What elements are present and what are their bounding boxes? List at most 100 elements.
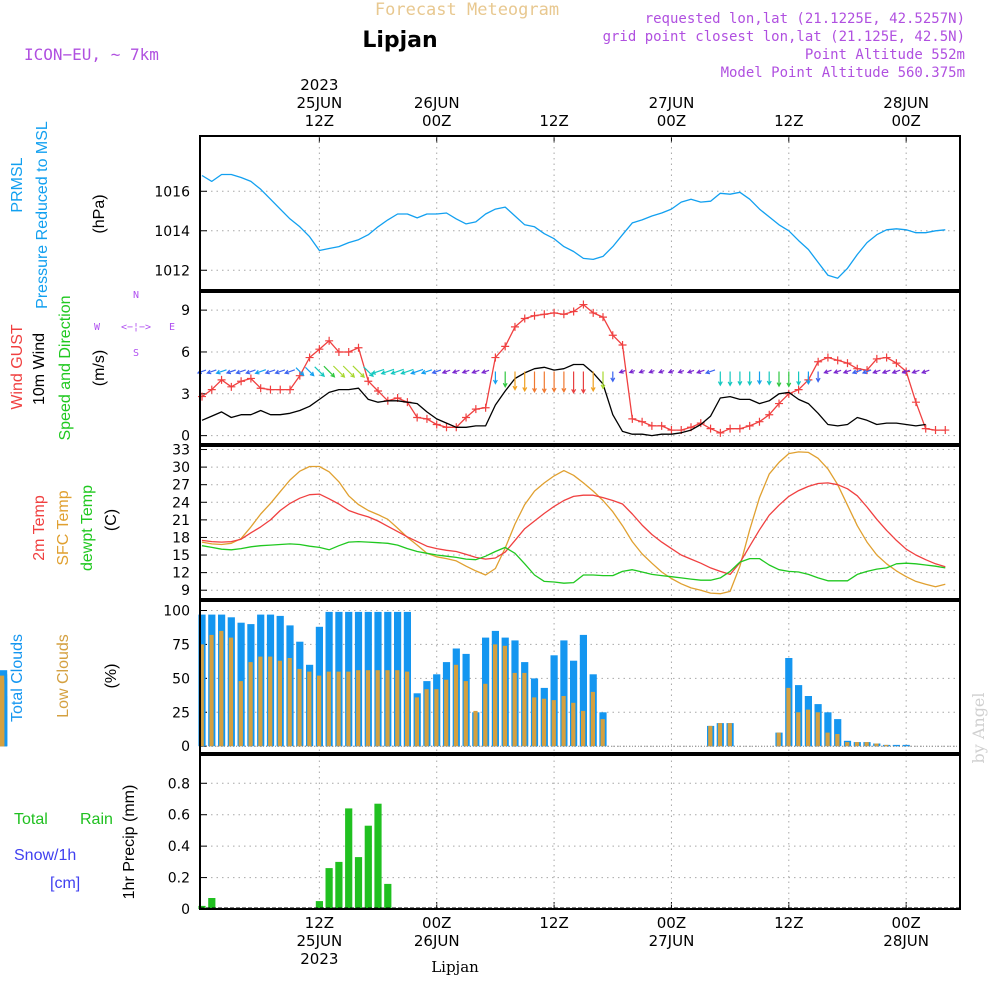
t2m-line: [201, 482, 946, 576]
precip-axis-label: 1hr Precip (mm): [121, 785, 138, 900]
wind-direction-arrow: [911, 369, 920, 374]
wind-direction-arrow: [823, 369, 832, 374]
wind-direction-arrow: [628, 368, 636, 374]
low-clouds-bar: [845, 742, 850, 747]
wind-direction-arrow: [532, 371, 537, 394]
low-clouds-bar: [336, 671, 341, 747]
wind-direction-arrow: [696, 369, 705, 374]
low-clouds-bar: [434, 689, 439, 747]
gust-point: [745, 421, 754, 430]
gust-point: [579, 300, 588, 309]
compass-west: W: [94, 322, 101, 333]
pressure-unit: (hPa): [91, 194, 108, 233]
wind-direction-arrow: [295, 367, 305, 377]
wind-direction-arrow: [766, 371, 772, 386]
gust-point: [207, 385, 216, 394]
low-clouds-bar: [884, 744, 889, 747]
rain-bar: [345, 808, 353, 909]
wind-direction-arrow: [851, 369, 862, 375]
wind-direction-arrow: [872, 369, 881, 374]
top-tick-label: 2023: [300, 76, 338, 94]
wind-direction-arrow: [245, 369, 256, 375]
temperature-panel: 2m Temp SFC Temp dewpt Temp (C) 91215182…: [31, 443, 961, 600]
low-clouds-bar: [708, 725, 713, 747]
total-clouds-bar: [902, 744, 910, 747]
wind-direction-arrow: [561, 371, 567, 394]
low-clouds-bar: [551, 700, 556, 747]
y-tick-label: 75: [172, 637, 190, 653]
low-clouds-bar: [483, 683, 488, 747]
wind-direction-arrow: [481, 369, 490, 374]
rain-bar: [364, 825, 372, 909]
bottom-tick-label: 00Z: [422, 914, 451, 932]
rain-bar: [354, 857, 363, 909]
low-clouds-bar: [522, 672, 527, 747]
direction-label: Speed and Direction: [57, 296, 74, 441]
wind-direction-arrow: [342, 365, 356, 378]
requested-coords: requested lon,lat (21.1225E, 42.5257N): [645, 11, 965, 27]
low-clouds-bar: [385, 670, 390, 747]
gust-point: [286, 385, 295, 394]
gust-point: [814, 357, 823, 366]
low-clouds-bar: [581, 710, 586, 747]
location-name: Lipjan: [362, 28, 437, 53]
top-tick-label: 00Z: [891, 112, 920, 130]
gust-point: [921, 424, 930, 433]
wind-label: 10m Wind: [31, 333, 48, 405]
bottom-tick-label: 00Z: [891, 914, 920, 932]
low-clouds-bar: [806, 709, 811, 747]
wind-direction-arrow: [370, 368, 385, 375]
wind-direction-arrow: [610, 371, 616, 383]
gust-point: [295, 371, 304, 380]
y-tick-label: 24: [172, 495, 190, 511]
temperature-frame: [199, 445, 961, 600]
y-tick-label: 30: [172, 460, 190, 476]
gust-point: [315, 345, 324, 354]
low-clouds-bar: [444, 679, 449, 747]
gust-label: Wind GUST: [9, 324, 26, 410]
gust-point: [647, 421, 656, 430]
y-tick-label: 9: [181, 583, 190, 599]
low-clouds-bar: [815, 712, 820, 747]
low-clouds-bar: [356, 670, 361, 747]
gust-point: [334, 347, 343, 356]
wind-direction-arrow: [215, 369, 227, 375]
gust-point: [530, 311, 539, 320]
gust-point: [442, 423, 451, 432]
gust-point: [608, 331, 617, 340]
total-rain-label: Total: [14, 811, 48, 828]
clouds-panel: Total Clouds Low Clouds (%) 0 25 50 75 100: [0, 600, 961, 755]
wind-grid: [200, 292, 960, 444]
closest-coords: grid point closest lon,lat (21.125E, 42.…: [603, 29, 965, 45]
top-tick-label: 27JUN: [649, 94, 695, 112]
bottom-tick-label: 28JUN: [883, 932, 929, 950]
rain-bar: [325, 868, 333, 909]
total-clouds-bar: [834, 719, 842, 747]
low-clouds-bar: [874, 743, 879, 747]
y-tick-label: 1014: [154, 224, 190, 240]
low-clouds-bar: [365, 670, 371, 747]
gust-point: [462, 413, 471, 422]
temperature-series: [201, 451, 946, 595]
y-tick-label: 6: [181, 345, 190, 361]
wind-direction-arrow: [658, 369, 665, 374]
top-tick-label: 26JUN: [414, 94, 460, 112]
wind-direction-arrow: [410, 368, 424, 375]
gust-point: [325, 336, 334, 345]
gust-point: [931, 426, 940, 435]
wind-direction-arrow: [541, 371, 547, 394]
gust-point: [422, 414, 431, 423]
gust-point: [276, 385, 285, 394]
low-clouds-bar: [228, 637, 234, 747]
low-clouds-bar: [238, 681, 243, 747]
gust-point: [716, 428, 725, 437]
wind-direction-arrow: [571, 371, 577, 395]
low-clouds-bar: [297, 668, 302, 747]
wind-direction-arrow: [704, 369, 716, 375]
wind-direction-arrow: [901, 369, 910, 374]
gust-point: [726, 424, 735, 433]
total-clouds-bar: [892, 744, 900, 747]
gust-point: [471, 405, 480, 414]
